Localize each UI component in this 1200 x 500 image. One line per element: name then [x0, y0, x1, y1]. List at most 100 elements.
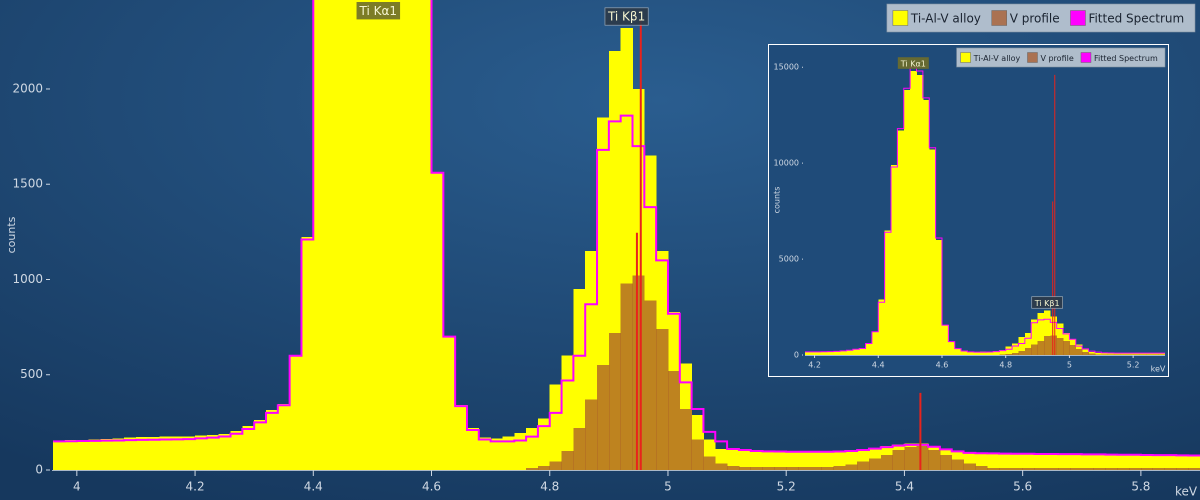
bar: [407, 0, 421, 470]
bar: [808, 351, 815, 355]
bar: [892, 449, 905, 470]
bar: [549, 461, 562, 470]
bar: [1176, 468, 1189, 470]
bar: [928, 449, 941, 470]
bar: [1093, 454, 1106, 470]
bar: [1164, 455, 1177, 470]
bar: [1152, 455, 1165, 470]
bar: [975, 466, 988, 470]
bar: [967, 351, 975, 355]
bar: [852, 348, 860, 355]
x-tick-label: 4.2: [808, 361, 821, 370]
bar: [1069, 454, 1083, 470]
bar: [999, 349, 1007, 355]
bar: [865, 343, 873, 355]
bar: [845, 464, 858, 470]
bar: [277, 404, 291, 470]
bar: [727, 449, 740, 470]
legend-label: Fitted Spectrum: [1088, 12, 1184, 26]
legend-swatch: [1080, 52, 1092, 63]
bar: [325, 0, 338, 470]
bar: [1018, 350, 1026, 355]
peak-label: Ti Kα1: [897, 57, 929, 69]
bar: [218, 433, 231, 470]
bar: [738, 467, 752, 470]
bar: [656, 329, 669, 470]
bar: [147, 436, 160, 470]
bar: [1101, 352, 1109, 355]
y-tick-label: 0: [35, 463, 43, 477]
bar: [703, 456, 716, 470]
x-tick-label: 5.2: [777, 479, 796, 493]
bar: [903, 90, 911, 355]
x-tick-label: 5: [664, 479, 672, 493]
bar: [301, 237, 314, 470]
bar: [857, 461, 870, 470]
bar: [1176, 455, 1189, 470]
legend-swatch: [991, 10, 1007, 26]
bar: [135, 437, 149, 470]
bar: [846, 349, 854, 355]
inset-axes: 4.2 4.4 4.6 4.8 5 5.2 0 5000 10000 15000 Ti Kα1 Ti …: [774, 57, 1165, 370]
bar: [419, 0, 432, 470]
bar: [573, 289, 586, 470]
bar: [667, 370, 681, 470]
bar: [608, 332, 622, 470]
bar: [466, 428, 480, 470]
x-tick-label: 4.8: [540, 479, 559, 493]
legend-swatch: [960, 52, 971, 63]
peak-label-text: Ti Kα1: [359, 4, 398, 18]
bar: [1094, 354, 1102, 355]
bar: [230, 430, 243, 470]
bar: [443, 336, 456, 470]
bar: [821, 451, 834, 470]
bar: [1075, 348, 1083, 355]
y-tick-label: 1000: [12, 272, 43, 286]
inset-frame: [768, 44, 1169, 377]
bar: [897, 130, 905, 355]
inset-plot: [805, 66, 1165, 355]
bar: [1152, 353, 1160, 355]
bar: [1022, 453, 1035, 470]
bar: [840, 350, 847, 355]
bar: [1056, 337, 1064, 355]
bar: [372, 0, 385, 470]
x-tick-label: 4.6: [936, 361, 949, 370]
bar: [786, 467, 799, 470]
peak-label-box: [356, 2, 401, 20]
bar: [1024, 347, 1032, 355]
bar: [396, 0, 409, 470]
bar: [1081, 454, 1094, 470]
bar: [884, 230, 892, 355]
y-tick-label: 5000: [779, 255, 799, 264]
bar: [573, 428, 586, 470]
peak-label: Ti Kα1: [356, 2, 401, 20]
bar: [820, 351, 828, 355]
bar: [526, 428, 539, 470]
legend-label: Ti-Al-V alloy: [973, 54, 1021, 63]
bar: [632, 275, 645, 470]
bar: [929, 149, 937, 355]
bar: [954, 348, 962, 355]
x-tick-label: 5.8: [1131, 479, 1150, 493]
peak-label-box: [897, 57, 929, 69]
bar: [1107, 353, 1115, 355]
legend-label: V profile: [1010, 12, 1060, 26]
bar: [1010, 453, 1024, 470]
bar: [1105, 454, 1118, 470]
bar: [715, 463, 728, 470]
bar: [1133, 353, 1140, 355]
bar: [1114, 353, 1121, 355]
fitted-line: [805, 66, 1165, 354]
bar: [537, 466, 551, 470]
bar: [502, 436, 515, 470]
legend-label: V profile: [1040, 54, 1073, 63]
peak-label-text: Ti Kα1: [900, 59, 926, 68]
bar: [1031, 344, 1038, 355]
bar: [1069, 468, 1083, 470]
bar: [561, 450, 574, 470]
bar: [833, 351, 841, 355]
x-tick-label: 4.2: [186, 479, 205, 493]
bar: [1005, 346, 1013, 355]
bar: [814, 351, 822, 355]
